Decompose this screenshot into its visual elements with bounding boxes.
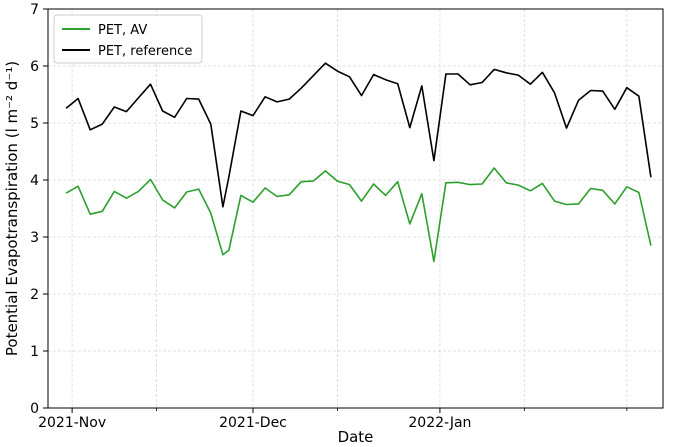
x-tick-label-2021-Dec: 2021-Dec	[219, 415, 287, 431]
series-line-pet-reference	[65, 62, 652, 208]
y-tick-label-3: 3	[30, 230, 39, 246]
y-tick-label-4: 4	[30, 173, 39, 189]
legend-box	[53, 14, 203, 64]
y-tick-label-0: 0	[30, 401, 39, 417]
x-axis-label: Date	[338, 428, 374, 446]
y-tick-label-6: 6	[30, 59, 39, 75]
grid	[48, 8, 663, 409]
axis-ticks: 0 1 2 3 4 5 6 7 2021-Nov 2021-Dec 2022-Jan	[30, 2, 628, 431]
y-tick-label-2: 2	[30, 287, 39, 303]
y-tick-label-5: 5	[30, 116, 39, 132]
series-lines	[65, 62, 652, 263]
legend-label-pet-av: PET, AV	[98, 23, 147, 38]
y-axis-label: Potential Evapotranspiration (l m⁻² d⁻¹)	[3, 61, 21, 356]
legend: PET, AV PET, reference	[53, 14, 203, 64]
legend-label-pet-reference: PET, reference	[98, 44, 192, 59]
x-tick-label-2022-Jan: 2022-Jan	[408, 415, 471, 431]
plot-area-frame	[47, 8, 664, 409]
y-tick-label-7: 7	[30, 2, 39, 18]
series-line-pet-av	[65, 167, 652, 263]
y-tick-label-1: 1	[30, 344, 39, 360]
x-tick-label-2021-Nov: 2021-Nov	[38, 415, 106, 431]
